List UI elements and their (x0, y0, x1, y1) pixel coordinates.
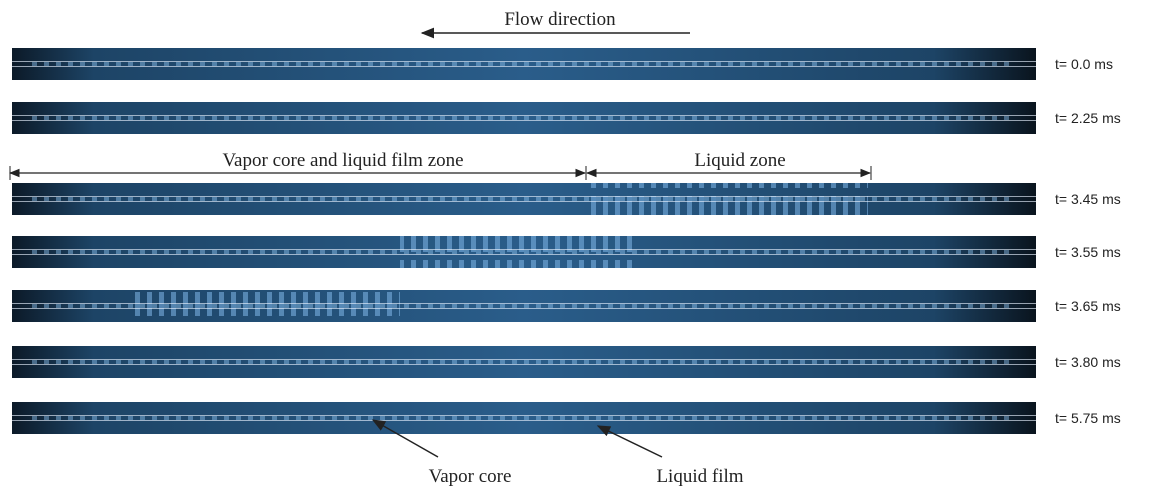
flow-label: Flow direction (504, 9, 616, 30)
zone-label: Vapor core and liquid film zone (222, 150, 463, 171)
time-label: t= 3.45 ms (1055, 191, 1121, 207)
annotation: Vapor core (429, 466, 512, 487)
time-label: t= 5.75 ms (1055, 410, 1121, 426)
figure: Flow direction Vapor core and liquid fil… (0, 0, 1150, 490)
annotation: Liquid film (656, 466, 743, 487)
time-label: t= 3.65 ms (1055, 298, 1121, 314)
image-strips (12, 48, 1036, 434)
time-label: t= 3.80 ms (1055, 354, 1121, 370)
zone-label: Liquid zone (694, 150, 785, 171)
time-label: t= 2.25 ms (1055, 110, 1121, 126)
time-label: t= 3.55 ms (1055, 244, 1121, 260)
time-label: t= 0.0 ms (1055, 56, 1113, 72)
